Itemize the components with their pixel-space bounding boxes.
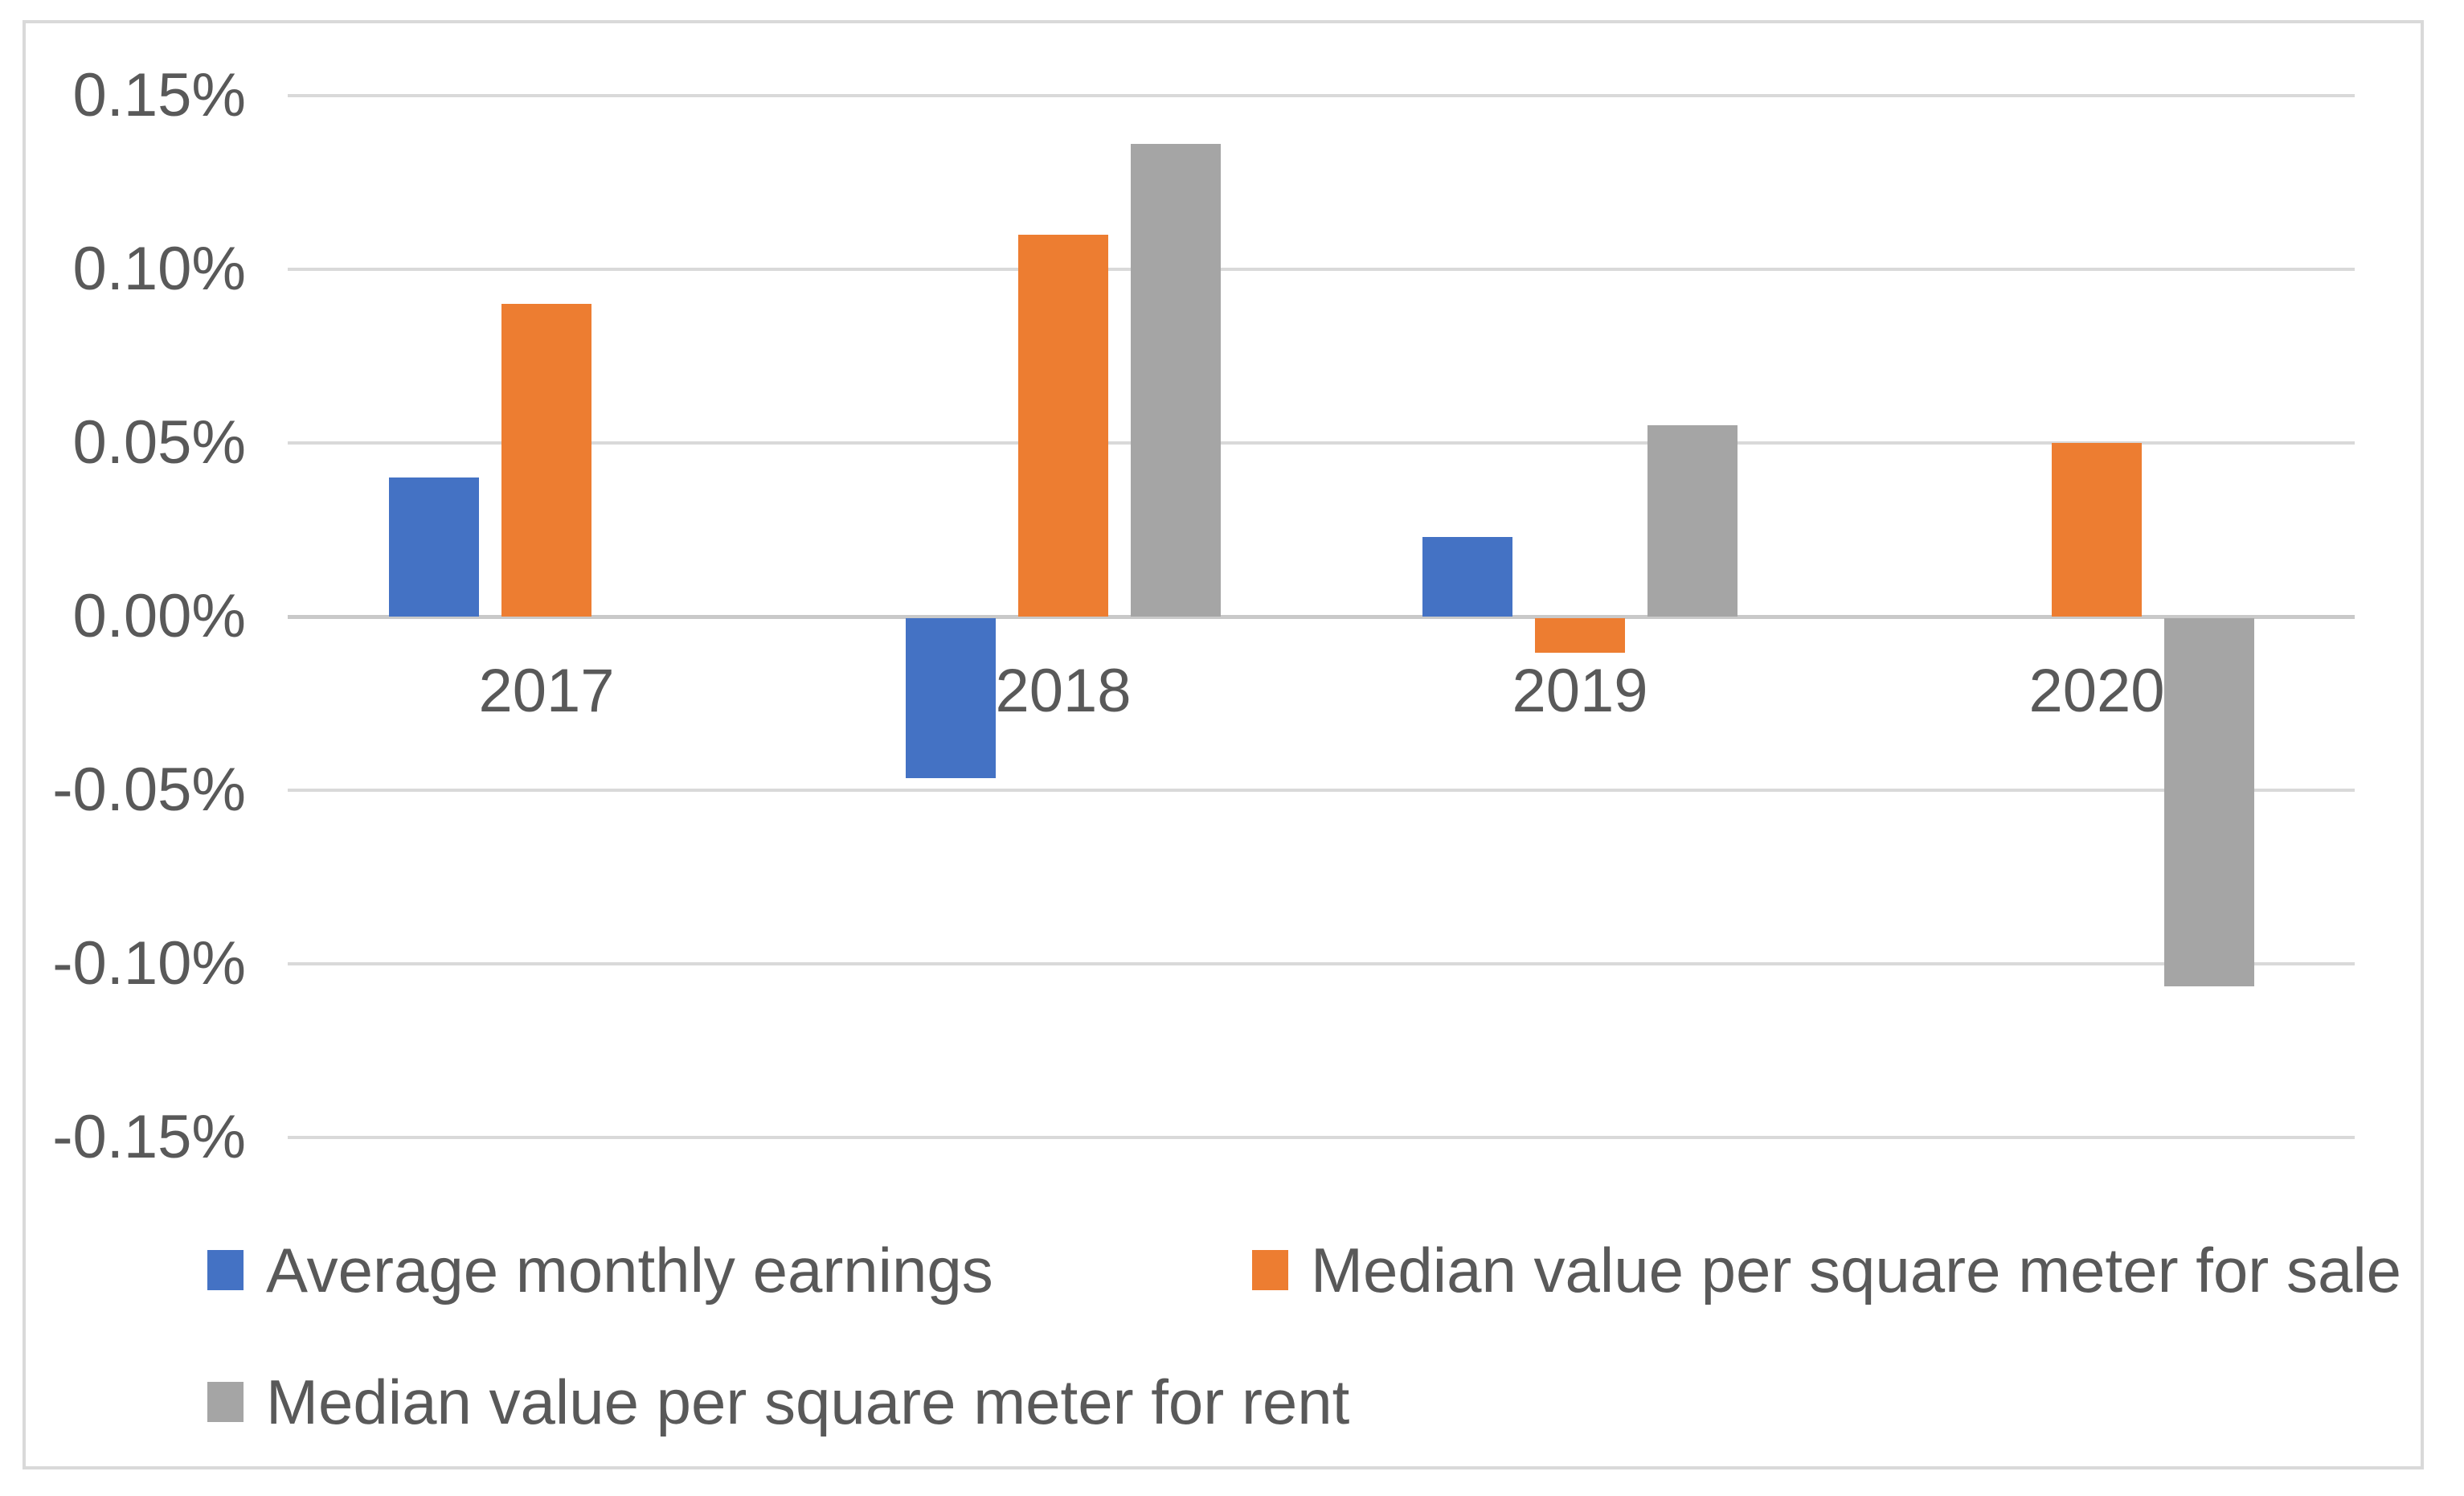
bar-median-value-per-square-meter-for-rent-2020 (2164, 618, 2254, 986)
legend-item-average-monthly-earnings: Average monthly earnings (207, 1232, 993, 1309)
legend-item-median-value-sale: Median value per square meter for sale (1252, 1232, 2401, 1309)
x-axis-label-2018: 2018 (995, 657, 1132, 725)
bar-average-monthly-earnings-2019 (1422, 537, 1512, 617)
y-axis-tick-label: 0.15% (72, 61, 247, 129)
y-axis-tick-label: -0.10% (52, 929, 246, 998)
gridline (288, 789, 2355, 792)
gridline (288, 1136, 2355, 1139)
y-axis-tick-label: 0.00% (72, 582, 247, 650)
gridline (288, 268, 2355, 271)
x-axis-label-2017: 2017 (478, 657, 615, 725)
bar-median-value-per-square-meter-for-sale-2020 (2052, 443, 2142, 617)
y-axis-tick-label: 0.10% (72, 235, 247, 303)
bar-median-value-per-square-meter-for-rent-2018 (1131, 144, 1221, 617)
bar-median-value-per-square-meter-for-sale-2019 (1535, 618, 1625, 653)
chart-area-border (23, 20, 2424, 1469)
y-axis-tick-label: 0.05% (72, 408, 247, 477)
legend-swatch-blue-icon (207, 1250, 244, 1290)
zero-axis-line (288, 615, 2355, 619)
legend-label-average-monthly-earnings: Average monthly earnings (266, 1235, 993, 1305)
bar-median-value-per-square-meter-for-sale-2018 (1018, 235, 1108, 617)
bar-average-monthly-earnings-2017 (389, 477, 479, 617)
gridline (288, 962, 2355, 965)
legend-swatch-orange-icon (1252, 1250, 1288, 1290)
y-axis-tick-label: -0.05% (52, 756, 246, 824)
bar-median-value-per-square-meter-for-rent-2019 (1647, 425, 1737, 617)
legend-item-median-value-rent: Median value per square meter for rent (207, 1363, 1349, 1441)
legend-swatch-gray-icon (207, 1382, 244, 1422)
gridline (288, 441, 2355, 445)
x-axis-label-2019: 2019 (1512, 657, 1648, 725)
y-axis-tick-label: -0.15% (52, 1103, 246, 1171)
legend-label-median-value-rent: Median value per square meter for rent (266, 1367, 1350, 1437)
bar-average-monthly-earnings-2018 (906, 618, 996, 778)
bar-median-value-per-square-meter-for-sale-2017 (501, 304, 591, 617)
x-axis-label-2020: 2020 (2028, 657, 2165, 725)
gridline (288, 94, 2355, 97)
legend-label-median-value-sale: Median value per square meter for sale (1311, 1235, 2402, 1305)
